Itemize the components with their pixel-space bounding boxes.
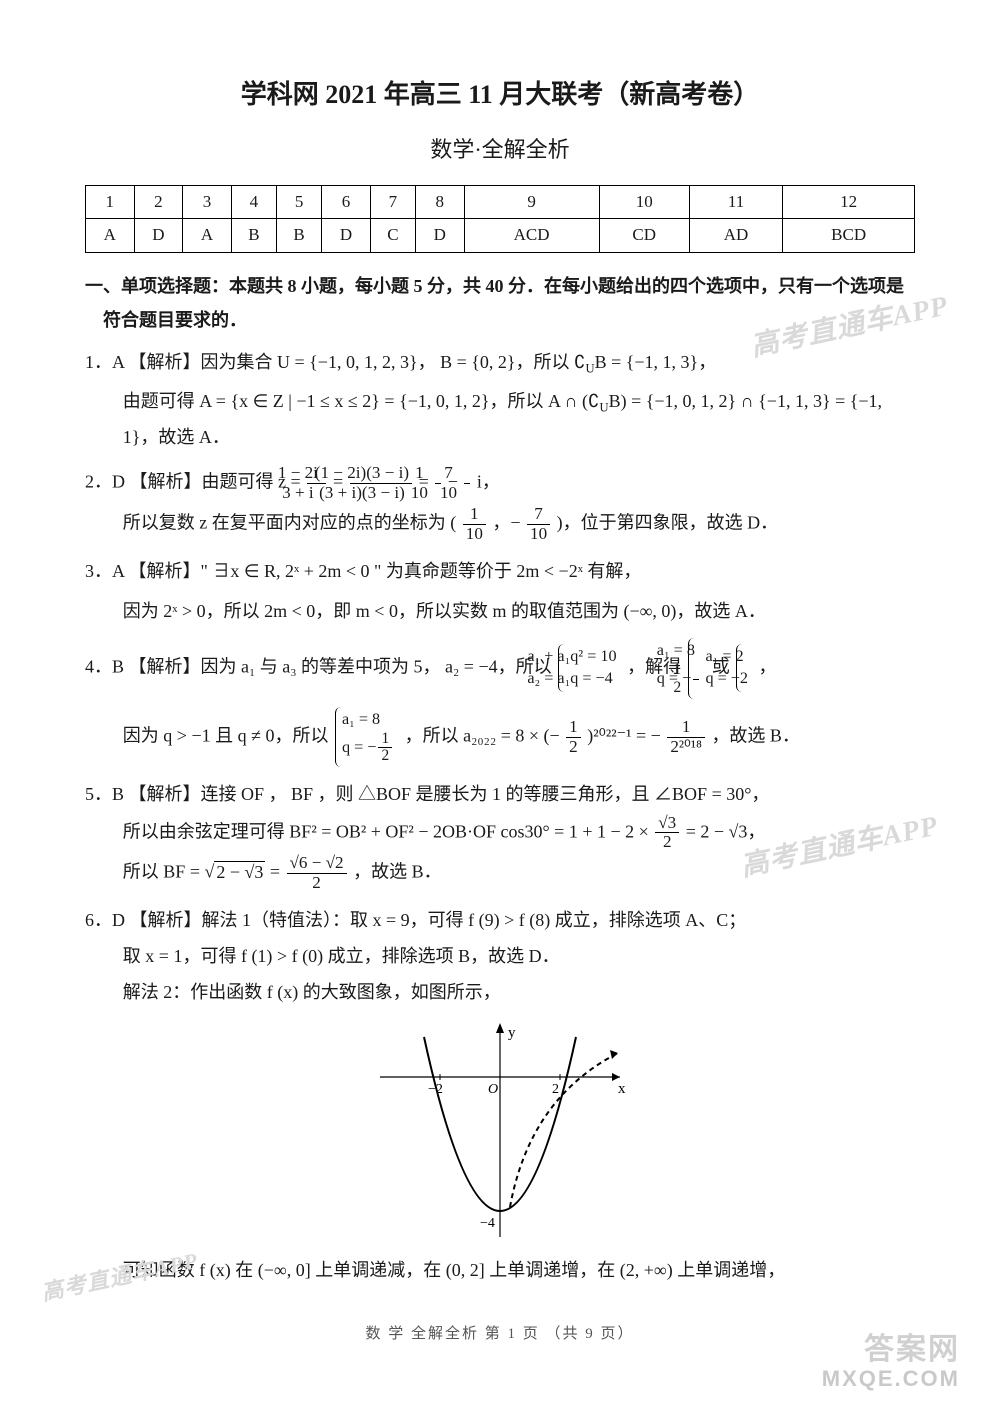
text: 解法 2：作出函数 f (x) 的大致图象，如图所示，: [85, 975, 915, 1009]
th: 6: [322, 186, 371, 219]
th: 7: [370, 186, 415, 219]
text: )，位于第四象限，故选 D．: [557, 512, 779, 532]
text: ，所以 a₂₀₂₂ = 8 × (−: [405, 725, 560, 745]
fraction: (1 − 2i)(3 − i)(3 + i)(3 − i): [350, 464, 413, 503]
tag: 【解析】: [129, 784, 201, 804]
text: ，故选 B．: [711, 725, 800, 745]
fraction: 110: [463, 505, 486, 544]
text: 取 x = 1，可得 f (1) > f (0) 成立，排除选项 B，故选 D．: [85, 939, 915, 973]
td: ACD: [464, 219, 599, 252]
text: B = {−1, 1, 3}，: [595, 352, 717, 372]
th: 9: [464, 186, 599, 219]
th: 12: [783, 186, 915, 219]
table-row: A D A B B D C D ACD CD AD BCD: [86, 219, 915, 252]
cases: a₁ = 2q = −2: [736, 644, 752, 692]
item-num: 3．A: [85, 561, 124, 581]
text: 解法 1（特值法）：取 x = 9，可得 f (9) > f (8) 成立，排除…: [202, 910, 747, 930]
svg-text:−4: −4: [480, 1216, 495, 1231]
text: " ∃x ∈ R, 2ˣ + 2m < 0 " 为真命题等价于 2m < −2ˣ…: [201, 561, 642, 581]
text: 所以由余弦定理可得 BF² = OB² + OF² − 2OB·OF cos30…: [123, 821, 653, 841]
td: BCD: [783, 219, 915, 252]
text: 所以 BF =: [123, 862, 205, 882]
td: CD: [599, 219, 689, 252]
text: 因为集合 U = {−1, 0, 1, 2, 3}， B = {0, 2}，所以…: [201, 352, 586, 372]
text: 可知函数 f (x) 在 (−∞, 0] 上单调递减，在 (0, 2] 上单调递…: [85, 1253, 915, 1287]
td: D: [415, 219, 464, 252]
td: AD: [689, 219, 783, 252]
td: C: [370, 219, 415, 252]
cases: a₁ = 8q = −12: [335, 707, 398, 768]
page-title: 学科网 2021 年高三 11 月大联考（新高考卷）: [85, 70, 915, 119]
tag: 【解析】: [130, 910, 202, 930]
td: D: [322, 219, 371, 252]
text: ，故选 B．: [353, 862, 442, 882]
th: 3: [183, 186, 232, 219]
tag: 【解析】: [129, 352, 201, 372]
text: = 2 − √3，: [686, 821, 766, 841]
solution-item-2: 2．D 【解析】由题可得 z = 1 − 2i3 + i = (1 − 2i)(…: [85, 464, 915, 543]
text: 由题可得 A = {x ∈ Z | −1 ≤ x ≤ 2} = {−1, 0, …: [123, 391, 600, 411]
table-row: 1 2 3 4 5 6 7 8 9 10 11 12: [86, 186, 915, 219]
th: 2: [134, 186, 183, 219]
solution-item-4: 4．B 【解析】因为 a₁ 与 a₃ 的等差中项为 5， a₂ = −4，所以 …: [85, 638, 915, 767]
section-heading: 一、单项选择题：本题共 8 小题，每小题 5 分，共 40 分．在每小题给出的四…: [85, 269, 915, 337]
th: 1: [86, 186, 135, 219]
item-num: 1．A: [85, 352, 124, 372]
item-num: 4．B: [85, 656, 124, 676]
svg-text:O: O: [488, 1082, 498, 1097]
page-subtitle: 数学·全解全析: [85, 129, 915, 171]
solution-item-1: 1．A 【解析】因为集合 U = {−1, 0, 1, 2, 3}， B = {…: [85, 345, 915, 454]
text: ，: [758, 656, 776, 676]
td: B: [231, 219, 276, 252]
tag: 【解析】: [130, 472, 202, 492]
text: 因为 a₁ 与 a₃ 的等差中项为 5， a₂ = −4，所以: [201, 656, 557, 676]
text: i，: [477, 472, 500, 492]
svg-text:2: 2: [552, 1082, 559, 1097]
td: A: [183, 219, 232, 252]
fraction: √6 − √22: [287, 854, 347, 893]
text: 因为 2ˣ > 0，所以 2m < 0，即 m < 0，所以实数 m 的取值范围…: [85, 594, 915, 628]
text: =: [270, 862, 285, 882]
th: 11: [689, 186, 783, 219]
cases: a₁ + a₁q² = 10a₂ = a₁q = −4: [558, 644, 620, 692]
solution-item-3: 3．A 【解析】" ∃x ∈ R, 2ˣ + 2m < 0 " 为真命题等价于 …: [85, 554, 915, 628]
text: ，−: [492, 512, 520, 532]
fraction: 710: [464, 464, 470, 503]
th: 4: [231, 186, 276, 219]
fraction: 710: [527, 505, 550, 544]
text: )²⁰²²⁻¹ = −: [587, 725, 661, 745]
fraction: 12²⁰¹⁸: [667, 718, 705, 757]
td: D: [134, 219, 183, 252]
solution-item-5: 5．B 【解析】连接 OF ， BF ，则 △BOF 是腰长为 1 的等腰三角形…: [85, 777, 915, 892]
page-footer: 数 学 全解全析 第 1 页 （共 9 页）: [85, 1320, 915, 1349]
watermark-url: MXQE.COM: [822, 1358, 960, 1400]
function-graph: y x −2 O 2 −4: [370, 1017, 630, 1247]
sqrt: 2 − √3: [214, 861, 265, 882]
fraction: √32: [655, 814, 679, 853]
item-num: 6．D: [85, 910, 125, 930]
th: 8: [415, 186, 464, 219]
text: 因为 q > −1 且 q ≠ 0，所以: [123, 725, 333, 745]
td: A: [86, 219, 135, 252]
item-num: 2．D: [85, 472, 125, 492]
cases: a₁ = 8q = −12: [688, 638, 706, 699]
answer-table: 1 2 3 4 5 6 7 8 9 10 11 12 A D A B B D C…: [85, 185, 915, 253]
th: 5: [277, 186, 322, 219]
td: B: [277, 219, 322, 252]
svg-text:x: x: [618, 1081, 626, 1097]
svg-text:y: y: [508, 1025, 516, 1041]
text: 所以复数 z 在复平面内对应的点的坐标为 (: [123, 512, 456, 532]
fraction: 12: [566, 718, 581, 757]
item-num: 5．B: [85, 784, 124, 804]
th: 10: [599, 186, 689, 219]
text: 连接 OF ， BF ，则 △BOF 是腰长为 1 的等腰三角形，且 ∠BOF …: [201, 784, 770, 804]
solution-item-6: 6．D 【解析】解法 1（特值法）：取 x = 9，可得 f (9) > f (…: [85, 903, 915, 1288]
tag: 【解析】: [129, 561, 201, 581]
tag: 【解析】: [129, 656, 201, 676]
